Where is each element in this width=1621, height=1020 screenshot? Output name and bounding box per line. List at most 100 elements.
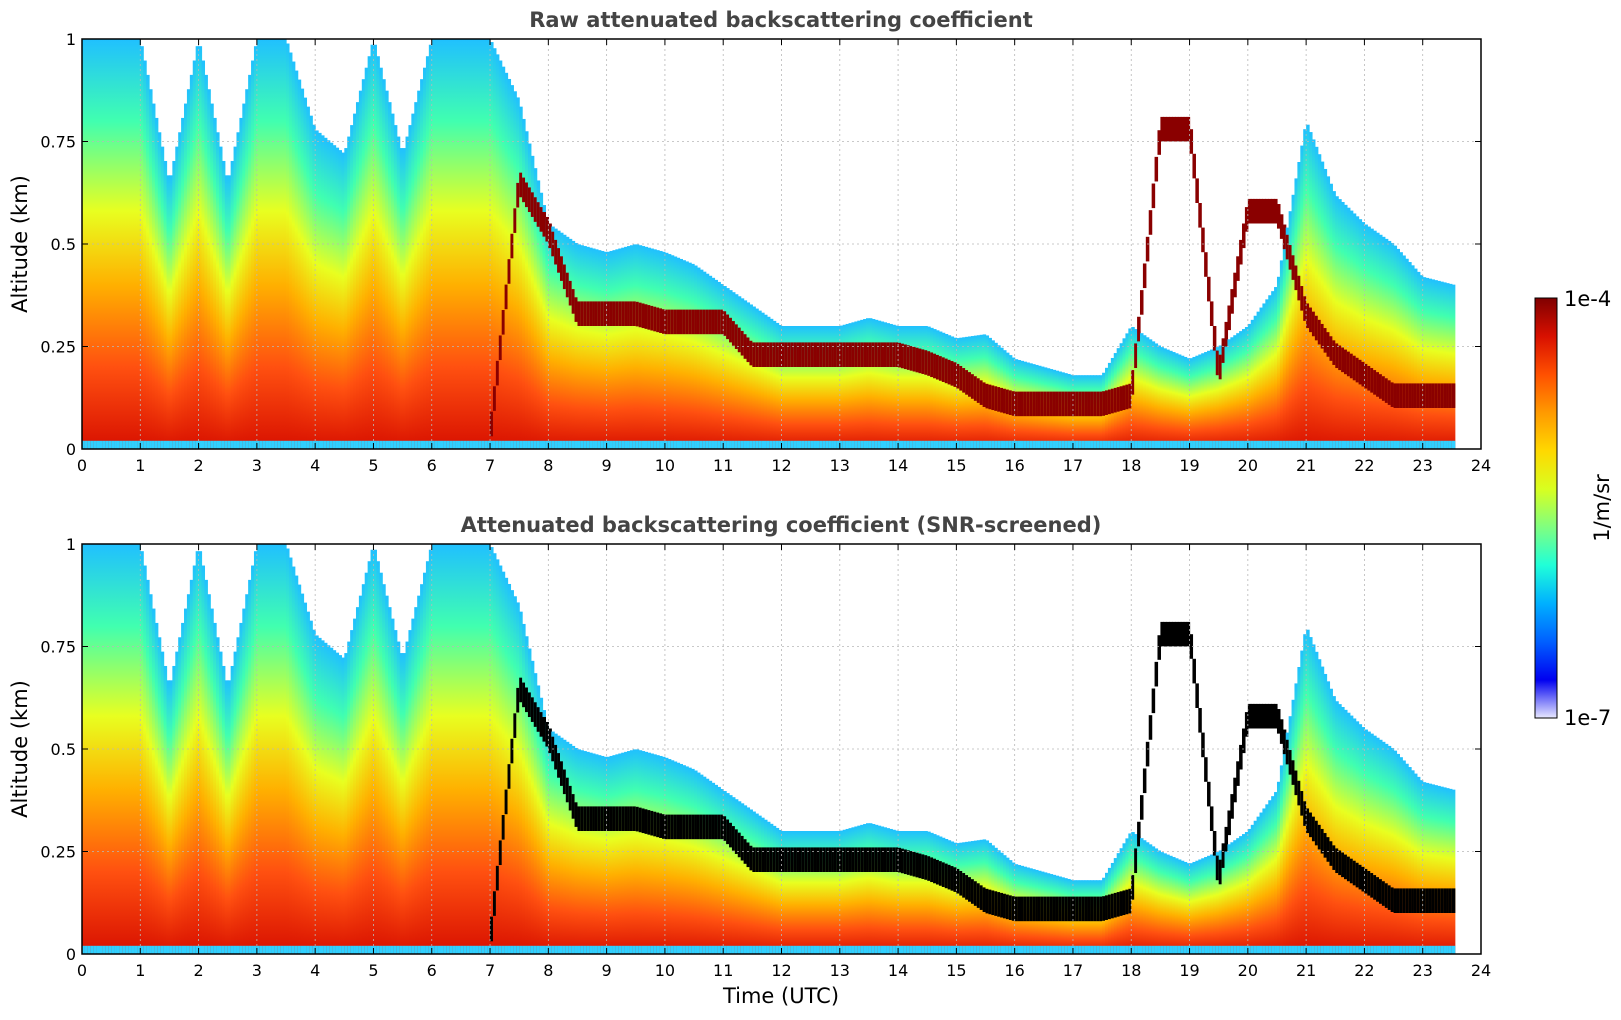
heatmap-column xyxy=(641,751,646,954)
heatmap-cloud-cell xyxy=(1110,388,1115,414)
heatmap-surface-cell xyxy=(490,440,494,449)
heatmap-surface-cell xyxy=(519,945,523,954)
heatmap-surface-cell xyxy=(1265,440,1269,449)
heatmap-cloud-cell xyxy=(650,305,654,331)
heatmap-surface-cell xyxy=(111,440,115,449)
heatmap-surface-cell xyxy=(930,945,934,954)
heatmap-cloud-cell xyxy=(650,810,654,836)
heatmap-surface-cell xyxy=(1271,945,1275,954)
heatmap-column xyxy=(1157,345,1161,449)
heatmap-column xyxy=(108,544,112,954)
heatmap-surface-cell xyxy=(437,945,442,954)
heatmap-cloud-cell xyxy=(530,192,535,217)
heatmap-column xyxy=(533,168,538,449)
heatmap-column xyxy=(498,60,503,449)
heatmap-cloud-cell xyxy=(1099,896,1103,922)
heatmap-cloud-cell xyxy=(994,891,998,916)
heatmap-cloud-cell xyxy=(801,342,806,367)
heatmap-cloud-cell xyxy=(1070,896,1074,922)
heatmap-surface-cell xyxy=(842,440,847,449)
heatmap-column xyxy=(347,641,351,954)
heatmap-cloud-cell xyxy=(1032,896,1036,922)
heatmap-cloud-cell xyxy=(970,879,975,904)
heatmap-column xyxy=(1244,327,1249,449)
heatmap-surface-cell xyxy=(297,440,302,449)
heatmap-column xyxy=(533,673,538,954)
heatmap-cloud-cell xyxy=(892,847,896,872)
heatmap-column xyxy=(1209,349,1214,449)
heatmap-surface-cell xyxy=(1279,440,1284,449)
heatmap-cloud-cell xyxy=(562,264,567,290)
heatmap-column xyxy=(1419,275,1424,449)
x-tick-label: 17 xyxy=(1063,961,1083,980)
heatmap-column xyxy=(1344,204,1348,449)
heatmap-cloud-cell xyxy=(1061,391,1065,417)
heatmap-column xyxy=(122,39,127,449)
heatmap-surface-cell xyxy=(1090,945,1094,954)
heatmap-surface-cell xyxy=(901,945,905,954)
heatmap-cloud-cell xyxy=(1373,370,1377,395)
heatmap-surface-cell xyxy=(883,945,888,954)
heatmap-cloud-cell xyxy=(542,717,547,742)
heatmap-cloud-cell xyxy=(906,850,911,875)
heatmap-surface-cell xyxy=(1032,945,1036,954)
heatmap-column xyxy=(656,250,660,449)
heatmap-surface-cell xyxy=(1090,440,1094,449)
heatmap-surface-cell xyxy=(959,440,963,449)
heatmap-surface-cell xyxy=(1384,440,1389,449)
heatmap-surface-cell xyxy=(568,945,573,954)
heatmap-cloud-cell xyxy=(1029,896,1033,922)
heatmap-cloud-cell xyxy=(790,342,794,367)
heatmap-cloud-cell xyxy=(583,806,587,831)
heatmap-column xyxy=(737,801,742,954)
heatmap-cloud-cell xyxy=(793,847,797,872)
heatmap-column xyxy=(1413,268,1418,449)
heatmap-surface-cell xyxy=(128,440,133,449)
heatmap-column xyxy=(1154,848,1159,954)
heatmap-column xyxy=(390,113,395,449)
heatmap-column xyxy=(216,637,220,954)
heatmap-surface-cell xyxy=(781,440,786,449)
heatmap-surface-cell xyxy=(845,945,850,954)
heatmap-surface-cell xyxy=(781,945,786,954)
heatmap-column xyxy=(842,324,847,449)
x-tick-label: 22 xyxy=(1354,456,1374,475)
heatmap-column xyxy=(903,326,908,449)
heatmap-column xyxy=(443,544,447,954)
heatmap-column xyxy=(344,148,348,449)
heatmap-column xyxy=(233,146,238,449)
heatmap-column xyxy=(1390,747,1395,954)
heatmap-cloud-cell xyxy=(962,873,966,898)
heatmap-surface-cell xyxy=(530,440,535,449)
heatmap-column xyxy=(656,755,660,954)
heatmap-column xyxy=(1399,252,1403,449)
heatmap-cloud-cell xyxy=(807,342,812,367)
heatmap-column xyxy=(723,286,727,449)
heatmap-column xyxy=(1309,637,1313,954)
heatmap-surface-cell xyxy=(1172,440,1176,449)
heatmap-column xyxy=(831,831,835,954)
heatmap-column xyxy=(355,102,360,449)
heatmap-surface-cell xyxy=(245,945,249,954)
heatmap-surface-cell xyxy=(644,945,649,954)
heatmap-column xyxy=(1405,763,1409,954)
heatmap-cloud-cell xyxy=(801,847,806,872)
heatmap-cloud-cell xyxy=(1294,265,1298,291)
heatmap-column xyxy=(740,298,745,449)
heatmap-column xyxy=(388,102,392,449)
heatmap-surface-cell xyxy=(1437,440,1441,449)
heatmap-column xyxy=(580,750,584,954)
heatmap-cloud-cell xyxy=(889,342,893,367)
heatmap-column xyxy=(457,544,462,954)
heatmap-surface-cell xyxy=(306,440,310,449)
heatmap-column xyxy=(469,544,474,954)
heatmap-column xyxy=(638,245,643,449)
heatmap-column xyxy=(1411,265,1415,449)
heatmap-surface-cell xyxy=(1107,945,1112,954)
x-tick-label: 5 xyxy=(368,961,378,980)
heatmap-cloud-cell xyxy=(1451,888,1456,913)
heatmap-cloud-cell xyxy=(586,806,590,831)
heatmap-cloud-cell xyxy=(525,182,529,208)
heatmap-cloud-cell xyxy=(720,814,724,840)
heatmap-surface-cell xyxy=(836,945,841,954)
